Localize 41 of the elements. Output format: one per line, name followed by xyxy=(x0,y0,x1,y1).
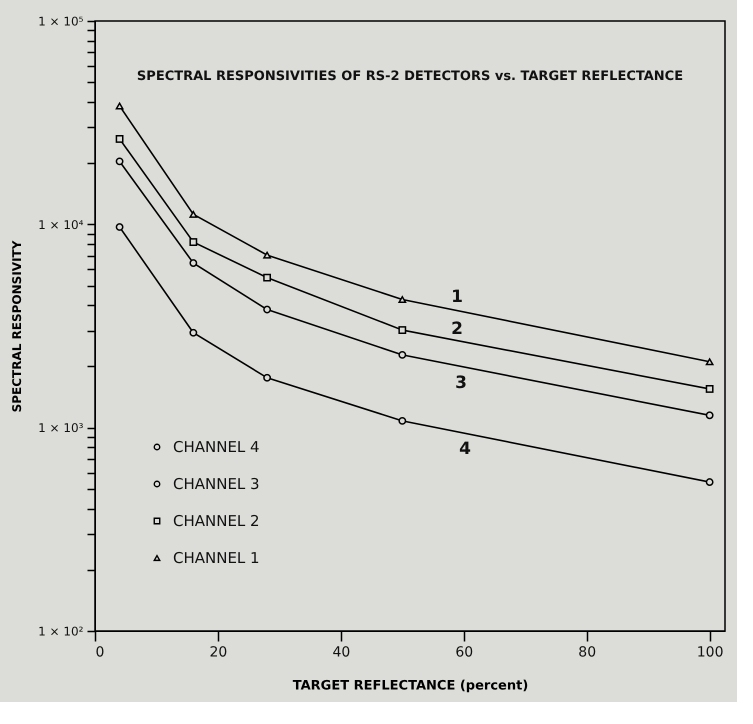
point xyxy=(116,135,124,143)
legend-label: CHANNEL 3 xyxy=(173,475,260,493)
point xyxy=(263,374,272,382)
point xyxy=(706,358,714,366)
point xyxy=(263,252,272,259)
y-tick-label: 1 × 10⁴ xyxy=(38,218,84,232)
x-tick-label: 40 xyxy=(332,644,350,660)
legend-label: CHANNEL 2 xyxy=(173,512,260,530)
y-axis-title: SPECTRAL RESPONSIVITY xyxy=(10,240,24,412)
point xyxy=(706,385,714,393)
point xyxy=(263,274,272,282)
annotation: 3 xyxy=(455,373,467,393)
y-tick-label: 1 × 10³ xyxy=(38,421,84,436)
y-tick-label: 1 × 10⁵ xyxy=(38,14,84,28)
y-tick-label: 1 × 10² xyxy=(38,624,84,638)
point xyxy=(189,238,198,246)
x-axis-title: TARGET REFLECTANCE (percent) xyxy=(292,678,528,694)
legend-label: CHANNEL 4 xyxy=(173,438,260,456)
point xyxy=(189,259,198,267)
point xyxy=(189,210,198,218)
x-tick-label: 20 xyxy=(210,644,228,660)
legend-label: CHANNEL 1 xyxy=(173,549,260,567)
x-tick-label: 100 xyxy=(696,644,724,660)
point xyxy=(398,416,406,425)
point xyxy=(398,326,406,334)
x-tick-label: 60 xyxy=(455,644,474,660)
text: SPECTRAL RESPONSIVITIES OF RS-2 DETECTORS vs. TARGET REFLECTANCE xyxy=(136,69,684,84)
x-tick-label: 80 xyxy=(578,644,596,660)
point xyxy=(116,157,124,166)
point xyxy=(116,223,124,231)
point xyxy=(706,478,714,486)
annotation: 4 xyxy=(459,439,472,459)
annotation: 1 xyxy=(451,287,463,307)
point xyxy=(263,306,272,314)
point xyxy=(398,350,406,359)
point xyxy=(116,102,124,110)
point xyxy=(398,296,406,303)
point xyxy=(189,328,198,337)
x-tick-label: 0 xyxy=(96,644,104,660)
point xyxy=(706,411,714,420)
annotation: 2 xyxy=(451,319,463,339)
